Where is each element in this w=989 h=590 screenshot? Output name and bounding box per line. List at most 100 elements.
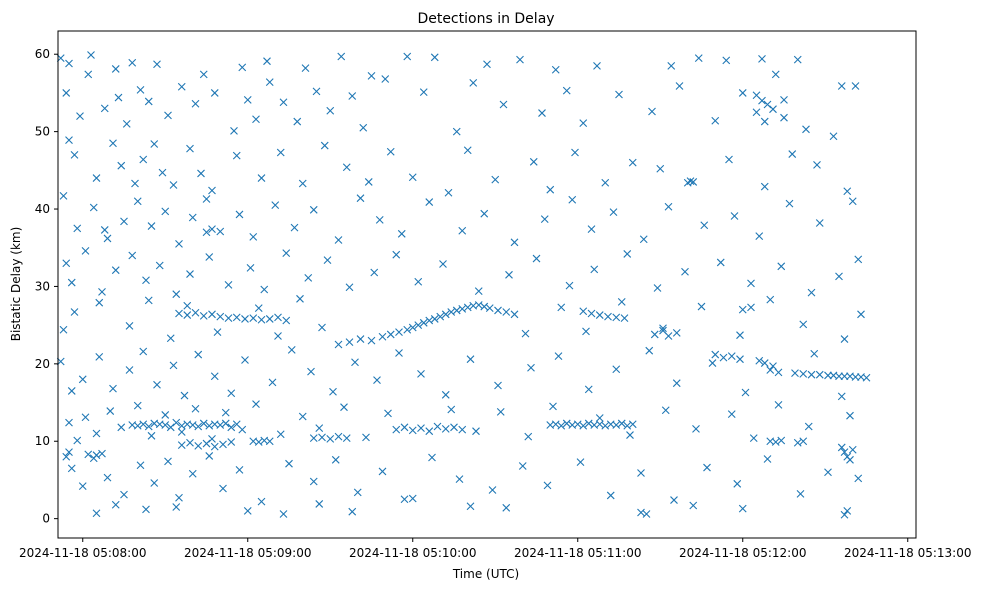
y-tick-label: 20 xyxy=(35,357,50,371)
data-point xyxy=(439,260,447,268)
data-point xyxy=(257,497,266,506)
data-point xyxy=(139,347,148,356)
data-point xyxy=(95,352,104,361)
data-point xyxy=(441,424,450,433)
data-point xyxy=(791,369,799,378)
data-point xyxy=(378,332,387,341)
data-point xyxy=(815,370,824,379)
data-point xyxy=(771,438,780,446)
data-point xyxy=(483,60,491,69)
data-point xyxy=(760,359,769,367)
x-axis-label: Time (UTC) xyxy=(452,567,519,581)
data-point xyxy=(381,75,390,83)
data-point xyxy=(175,309,183,318)
data-point xyxy=(417,424,425,432)
data-point xyxy=(595,311,604,319)
data-point xyxy=(579,119,588,128)
data-point xyxy=(87,51,95,59)
data-point xyxy=(785,199,794,208)
data-point xyxy=(766,295,775,304)
data-point xyxy=(62,89,71,97)
data-point xyxy=(755,232,764,241)
data-point xyxy=(447,308,456,316)
data-point xyxy=(837,392,846,401)
data-point xyxy=(499,100,508,109)
data-point xyxy=(362,433,370,442)
data-point xyxy=(538,109,546,117)
data-point xyxy=(417,370,425,378)
data-point xyxy=(367,336,376,345)
chart-title: Detections in Delay xyxy=(417,11,554,27)
data-point xyxy=(474,301,483,309)
data-point xyxy=(444,188,453,197)
data-point xyxy=(78,375,87,384)
data-point xyxy=(331,455,340,464)
data-point xyxy=(213,328,222,336)
data-point xyxy=(356,335,365,343)
data-point xyxy=(488,486,497,494)
data-point xyxy=(62,452,71,461)
data-point xyxy=(59,191,68,200)
data-point xyxy=(114,93,123,102)
data-point xyxy=(474,287,483,295)
data-point xyxy=(496,407,505,416)
data-point xyxy=(265,315,274,323)
data-point xyxy=(183,301,192,310)
data-point xyxy=(799,437,808,446)
data-point xyxy=(568,195,577,204)
data-point xyxy=(529,157,538,166)
data-point xyxy=(340,403,348,412)
data-point xyxy=(227,438,236,446)
data-point xyxy=(67,464,76,473)
data-point xyxy=(777,262,786,271)
data-point xyxy=(153,380,161,389)
data-point xyxy=(334,432,343,441)
data-point xyxy=(111,266,120,275)
data-point xyxy=(843,187,852,196)
data-point xyxy=(494,306,502,315)
data-point xyxy=(232,420,241,429)
data-point xyxy=(777,436,786,445)
data-point xyxy=(375,215,384,224)
data-point xyxy=(144,422,153,431)
data-point xyxy=(736,355,744,364)
data-point xyxy=(837,443,846,452)
data-point xyxy=(824,468,832,477)
x-tick-label: 2024-11-18 05:10:00 xyxy=(349,546,476,560)
data-point xyxy=(846,455,854,464)
data-point xyxy=(747,303,755,312)
x-tick-label: 2024-11-18 05:11:00 xyxy=(514,546,641,560)
data-point xyxy=(175,239,183,248)
data-point xyxy=(672,328,681,337)
data-point xyxy=(606,491,615,500)
data-point xyxy=(562,419,571,428)
data-point xyxy=(208,186,216,195)
data-point xyxy=(246,263,255,272)
data-point xyxy=(414,277,423,286)
data-point xyxy=(452,127,461,136)
data-point xyxy=(711,350,720,359)
data-point xyxy=(122,119,131,128)
data-point xyxy=(472,427,480,436)
data-point xyxy=(458,226,467,235)
data-point xyxy=(840,372,849,381)
data-point xyxy=(623,421,632,430)
data-point xyxy=(804,422,813,431)
data-point xyxy=(169,181,178,189)
data-point xyxy=(67,387,76,395)
data-point xyxy=(637,469,645,477)
data-point xyxy=(348,507,357,516)
data-point xyxy=(194,422,203,431)
x-axis-ticks: 2024-11-18 05:08:00 2024-11-18 05:09:00 20… xyxy=(19,538,971,560)
data-point xyxy=(252,400,260,408)
data-point xyxy=(342,434,351,443)
data-point xyxy=(400,423,409,432)
data-point xyxy=(661,406,670,415)
data-point xyxy=(403,52,412,61)
data-point xyxy=(73,436,82,445)
data-point xyxy=(199,311,208,320)
data-point xyxy=(202,439,211,448)
data-point xyxy=(188,469,197,478)
data-point xyxy=(268,378,277,387)
data-point xyxy=(700,221,709,230)
